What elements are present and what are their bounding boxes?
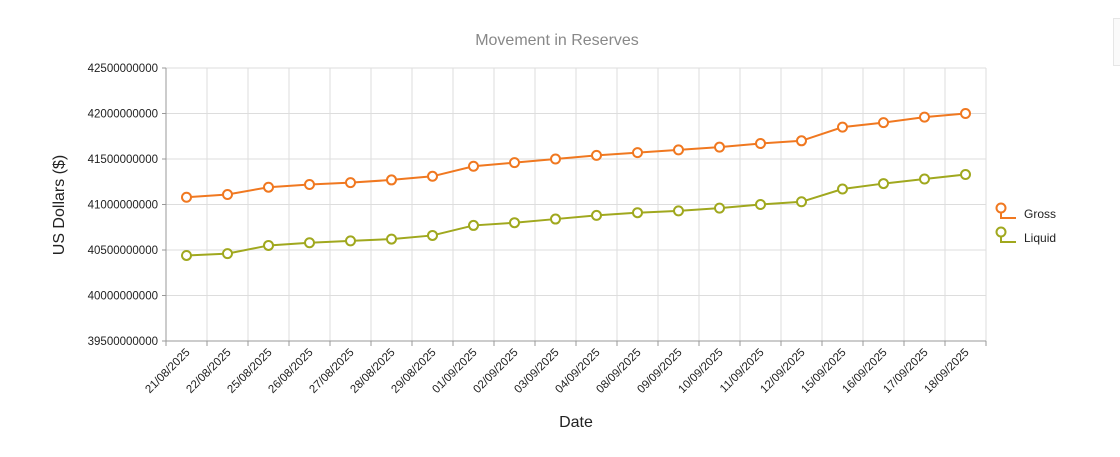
legend-point-marker [995, 202, 1007, 214]
data-point-gross[interactable] [673, 144, 684, 156]
series-line-gross [186, 112, 966, 199]
data-point-gross[interactable] [796, 135, 807, 147]
axis-layer: 39500000000 40000000000 40500000000 4100000… [88, 63, 987, 396]
side-panel-edge [1113, 18, 1120, 66]
data-point-gross[interactable] [714, 141, 725, 153]
data-point-gross[interactable] [468, 160, 479, 172]
data-point-liquid[interactable] [714, 202, 725, 214]
legend-item-liquid[interactable]: Liquid [995, 226, 1057, 246]
data-point-gross[interactable] [386, 174, 397, 186]
grid-layer [165, 67, 987, 342]
y-tick-label: 41500000000 [88, 154, 158, 166]
data-point-gross[interactable] [755, 138, 766, 150]
y-tick-label: 40000000000 [88, 291, 158, 303]
data-point-gross[interactable] [509, 157, 520, 169]
x-tick-label: 10/09/2025 [676, 347, 725, 396]
chart-title: Movement in Reserves [475, 32, 639, 49]
data-point-gross[interactable] [345, 177, 356, 189]
y-tick-label: 40500000000 [88, 245, 158, 257]
series-line-liquid [186, 173, 966, 257]
legend-line-marker [1000, 236, 1016, 243]
data-point-liquid[interactable] [837, 183, 848, 195]
series-layer [181, 108, 971, 261]
legend-label: Liquid [1024, 231, 1056, 245]
data-point-liquid[interactable] [386, 233, 397, 245]
legend-line-marker [1000, 212, 1016, 219]
data-point-liquid[interactable] [427, 229, 438, 241]
data-point-liquid[interactable] [755, 199, 766, 210]
data-point-liquid[interactable] [509, 217, 520, 229]
data-point-gross[interactable] [181, 191, 192, 203]
data-point-gross[interactable] [427, 170, 438, 182]
x-tick-label: 18/09/2025 [922, 347, 971, 396]
data-point-liquid[interactable] [878, 178, 889, 190]
data-point-liquid[interactable] [632, 207, 643, 219]
data-point-liquid[interactable] [960, 168, 971, 180]
legend: Gross Liquid [995, 202, 1057, 246]
data-point-liquid[interactable] [919, 173, 930, 185]
data-point-liquid[interactable] [591, 209, 602, 221]
data-point-liquid[interactable] [673, 205, 684, 217]
data-point-liquid[interactable] [304, 237, 315, 249]
legend-item-gross[interactable]: Gross [995, 202, 1057, 222]
y-tick-label: 39500000000 [88, 336, 158, 348]
legend-point-marker [995, 226, 1007, 238]
data-point-liquid[interactable] [796, 196, 807, 208]
data-point-liquid[interactable] [263, 239, 274, 251]
data-point-liquid[interactable] [468, 219, 479, 231]
data-point-liquid[interactable] [222, 248, 233, 260]
data-point-liquid[interactable] [181, 249, 192, 261]
data-point-gross[interactable] [837, 121, 848, 133]
data-point-gross[interactable] [591, 149, 602, 161]
x-axis-title: Date [559, 414, 593, 431]
y-tick-label: 42500000000 [88, 63, 158, 75]
data-point-gross[interactable] [263, 181, 274, 193]
data-point-liquid[interactable] [345, 235, 356, 247]
legend-label: Gross [1024, 207, 1056, 221]
y-tick-label: 42000000000 [88, 109, 158, 121]
y-axis-title: US Dollars ($) [51, 155, 68, 255]
data-point-gross[interactable] [304, 178, 315, 190]
data-point-liquid[interactable] [550, 213, 561, 225]
data-point-gross[interactable] [222, 188, 233, 200]
data-point-gross[interactable] [632, 147, 643, 159]
data-point-gross[interactable] [550, 153, 561, 165]
data-point-gross[interactable] [919, 111, 930, 123]
data-point-gross[interactable] [878, 117, 889, 129]
y-tick-label: 41000000000 [88, 200, 158, 212]
data-point-gross[interactable] [960, 108, 971, 119]
